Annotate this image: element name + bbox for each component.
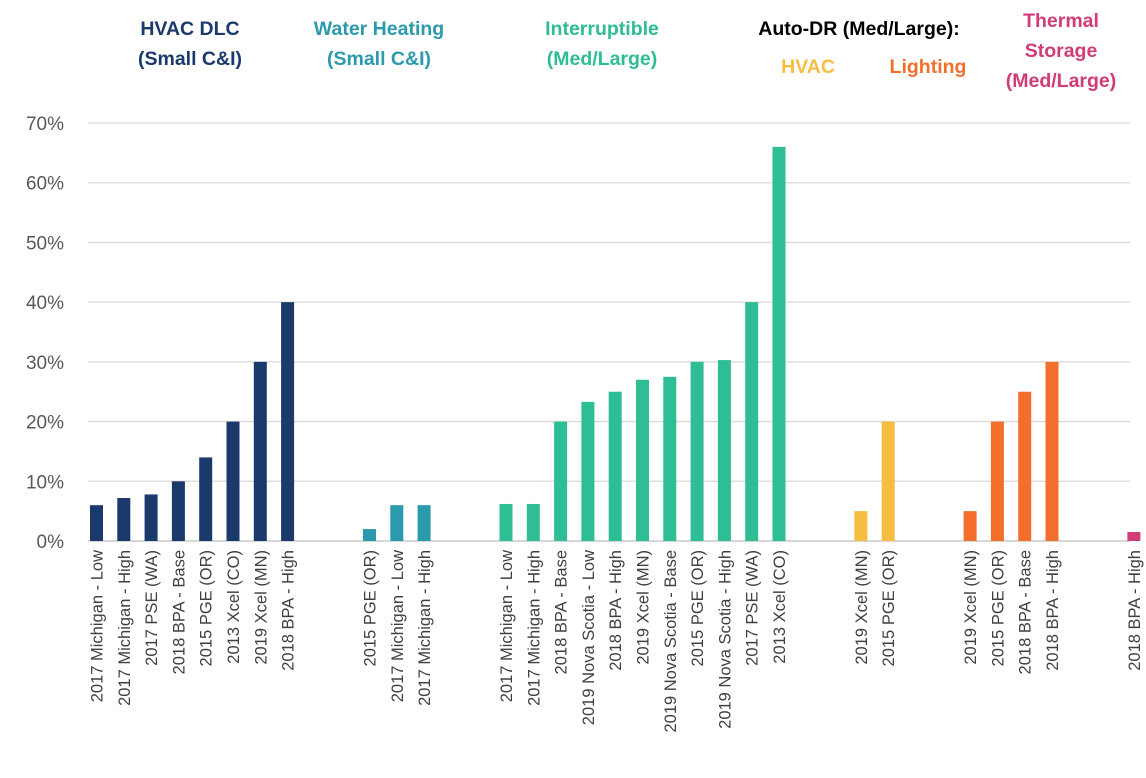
x-tick-label: 2017 PSE (WA)	[143, 550, 161, 666]
x-tick-label: 2018 BPA - Base	[1017, 550, 1035, 674]
header-autodr-lighting: Lighting	[889, 56, 967, 78]
bar	[554, 421, 568, 541]
bar	[581, 401, 595, 541]
bar	[963, 511, 977, 541]
x-tick-label: 2019 Xcel (MN)	[962, 550, 980, 665]
x-tick-label: 2018 BPA - High	[1044, 550, 1062, 671]
header-water-heating-line2: (Small C&I)	[326, 48, 432, 70]
x-tick-label: 2019 Nova Scotia - Low	[580, 550, 598, 725]
y-tick-label: 30%	[26, 353, 64, 374]
x-tick-label: 2015 PGE (OR)	[880, 550, 898, 666]
y-tick-label: 20%	[26, 413, 64, 434]
x-tick-label: 2017 Michigan - High	[116, 550, 134, 706]
header-hvac-dlc-line2: (Small C&I)	[137, 48, 243, 70]
x-tick-label: 2019 Xcel (MN)	[853, 550, 871, 665]
y-tick-label: 40%	[26, 293, 64, 314]
x-axis-labels: 2017 Michigan - Low 2017 Michigan - High 2…	[89, 550, 1144, 733]
header-autodr: Auto-DR (Med/Large):	[758, 18, 960, 40]
header-autodr-hvac: HVAC	[781, 56, 835, 78]
x-tick-label: 2018 BPA - Base	[170, 550, 188, 674]
bar	[499, 503, 513, 541]
header-hvac-dlc-line1: HVAC DLC	[140, 18, 240, 40]
x-tick-label: 2017 Michigan - High	[416, 550, 434, 706]
bar	[990, 421, 1004, 541]
header-thermal-storage-line1: Thermal	[1023, 10, 1099, 32]
bar	[144, 494, 158, 541]
x-tick-label: 2017 Michigan - Low	[389, 550, 407, 702]
x-tick-label: 2017 Michigan - Low	[89, 550, 107, 702]
header-hvac-dlc: HVAC DLC (Small C&I)	[138, 14, 242, 74]
x-tick-label: 2019 Nova Scotia - High	[716, 550, 734, 729]
bar	[526, 503, 540, 541]
header-water-heating: Water Heating (Small C&I)	[314, 14, 444, 74]
bar	[390, 505, 404, 541]
header-interruptible-line1: Interruptible	[545, 18, 659, 40]
y-tick-label: 10%	[26, 472, 64, 493]
x-tick-label: 2019 Xcel (MN)	[252, 550, 270, 665]
header-thermal-storage-line2: Storage	[1024, 40, 1098, 62]
x-tick-label: 2017 Michigan - Low	[498, 550, 516, 702]
bar	[171, 481, 185, 541]
header-water-heating-line1: Water Heating	[313, 18, 445, 40]
bars	[90, 146, 1141, 541]
header-thermal-storage-line3: (Med/Large)	[1005, 70, 1117, 92]
bar	[772, 146, 786, 541]
bar	[745, 302, 759, 541]
bar	[363, 529, 376, 541]
header-thermal-storage: Thermal Storage (Med/Large)	[1006, 6, 1117, 96]
y-tick-label: 0%	[37, 532, 65, 553]
x-tick-label: 2017 PSE (WA)	[744, 550, 762, 666]
header-interruptible: Interruptible (Med/Large)	[545, 14, 659, 74]
bar	[281, 302, 295, 541]
bar	[90, 505, 103, 541]
x-tick-label: 2015 PGE (OR)	[362, 550, 380, 666]
bar	[1045, 361, 1059, 541]
header-interruptible-line2: (Med/Large)	[546, 48, 658, 70]
x-tick-label: 2018 BPA - High	[1126, 550, 1144, 671]
bar	[1127, 532, 1141, 541]
x-tick-label: 2018 BPA - Base	[553, 550, 571, 674]
x-tick-label: 2015 PGE (OR)	[198, 550, 216, 666]
bar	[881, 421, 895, 541]
bar	[663, 376, 677, 541]
bar	[1018, 391, 1032, 541]
x-tick-label: 2019 Xcel (MN)	[635, 550, 653, 665]
bar	[226, 421, 240, 541]
bar	[690, 361, 704, 541]
bar	[117, 498, 131, 541]
y-tick-label: 70%	[26, 114, 64, 135]
bar	[417, 505, 431, 541]
x-tick-label: 2015 PGE (OR)	[989, 550, 1007, 666]
y-axis-ticks: 0% 10% 20% 30% 40% 50% 60% 70%	[26, 114, 64, 553]
x-tick-label: 2017 Michigan - High	[525, 550, 543, 706]
bar	[608, 391, 622, 541]
bar	[636, 379, 649, 541]
bar	[199, 457, 213, 541]
y-tick-label: 50%	[26, 233, 64, 254]
bar	[717, 360, 731, 541]
bar	[854, 511, 868, 541]
bar	[253, 361, 267, 541]
x-tick-label: 2019 Nova Scotia - Base	[662, 550, 680, 733]
x-tick-label: 2018 BPA - High	[280, 550, 298, 671]
y-tick-label: 60%	[26, 174, 64, 195]
x-tick-label: 2015 PGE (OR)	[689, 550, 707, 666]
x-tick-label: 2013 Xcel (CO)	[771, 550, 789, 664]
x-tick-label: 2018 BPA - High	[607, 550, 625, 671]
x-tick-label: 2013 Xcel (CO)	[225, 550, 243, 664]
